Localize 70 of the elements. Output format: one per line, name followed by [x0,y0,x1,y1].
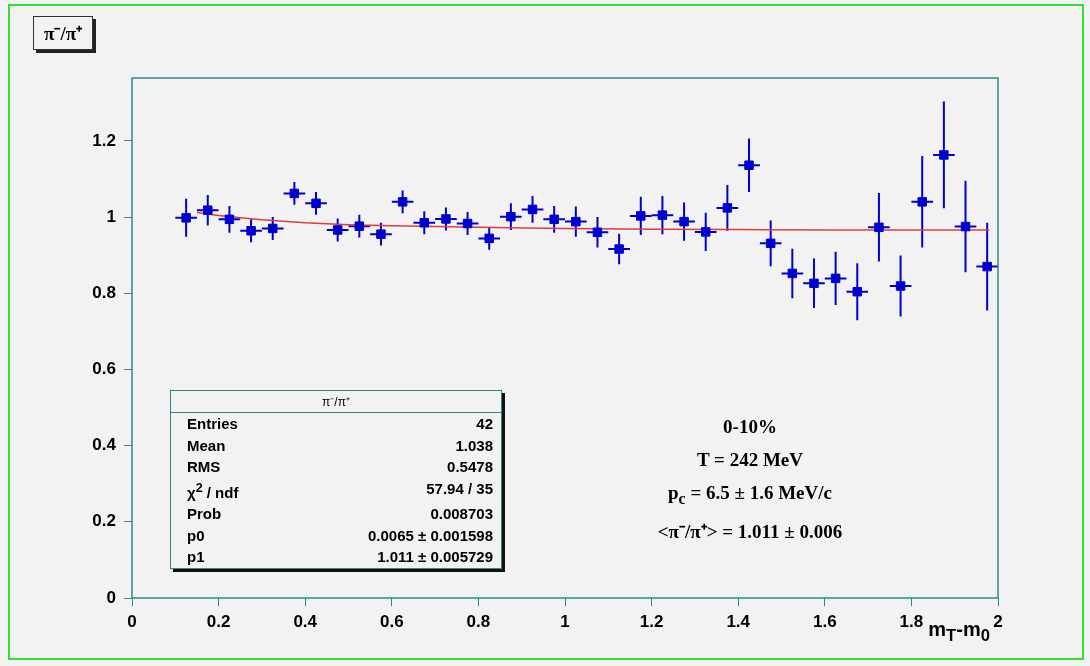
y-tick-label: 1.2 [92,130,116,150]
point [181,213,191,223]
annotation: π⁻/π⁺ [171,391,501,413]
point [852,286,863,297]
x-tick-label: 1.8 [899,611,924,631]
point [636,211,646,221]
y-tick-label: 1 [106,206,116,226]
x-tick-label: 0.6 [379,611,404,631]
point [224,214,235,225]
point [614,244,624,254]
x-axis-title: m$_{T}$-m$_{0}$ [928,618,990,646]
chart-title: π⁻/π⁺ [33,16,94,50]
point [527,204,538,215]
x-tick-label: 1.6 [812,611,837,631]
point [917,197,927,207]
text: Entries 42 [187,415,493,432]
point [895,281,906,291]
point [354,221,365,231]
point [765,238,776,249]
point [441,214,451,224]
y-tick-label: 0.4 [92,435,117,455]
point [787,268,798,279]
point [679,216,689,227]
point [397,197,408,207]
point [982,261,992,272]
point [700,227,711,237]
point [484,233,494,244]
point [657,210,668,220]
point [809,278,819,289]
y-tick-label: 0.2 [92,511,116,531]
text: RMS 0.5478 [187,458,493,475]
point [332,225,343,235]
x-tick-label: 0.8 [466,611,491,631]
point [462,218,473,229]
point [419,218,430,228]
y-tick-label: 0.8 [92,282,116,302]
point [246,226,256,236]
x-tick-label: 0 [127,611,137,631]
point [939,150,949,160]
text: Mean 1.038 [187,436,493,454]
y-tick-label: 0.6 [92,359,116,379]
annotation: <π⁻/π⁺> = 1.011 ± 0.006 [656,519,844,544]
point [376,229,386,239]
point [722,203,733,213]
point [874,222,884,233]
text: p1 1.011 ± 0.005729 [187,548,493,565]
point [592,227,603,238]
text: p0 0.0065 ± 0.001598 [187,526,493,544]
x-tick-label: 0.2 [206,611,231,631]
y-tick-label: 0 [106,587,116,607]
text: Prob 0.008703 [187,505,493,522]
annotation: T = 242 MeV [696,448,804,472]
point [506,211,516,222]
annotation: 0-10% [722,415,778,439]
point [289,188,300,199]
point [549,214,559,225]
point [203,205,213,215]
point [311,198,321,209]
point [960,221,971,232]
point [267,223,278,234]
point [571,216,581,227]
x-tick-label: 2 [993,611,1003,631]
x-tick-label: 1 [560,611,570,631]
x-tick-label: 1.4 [726,611,751,631]
text: χ$^{2}$ / ndf 57.94 / 35 [187,479,493,501]
x-tick-label: 0.4 [293,611,318,631]
point [744,160,754,170]
x-tick-label: 1.2 [639,611,664,631]
annotation: p$_{c}$ = 6.5 ± 1.6 MeV/c [667,481,833,509]
point [830,273,841,284]
